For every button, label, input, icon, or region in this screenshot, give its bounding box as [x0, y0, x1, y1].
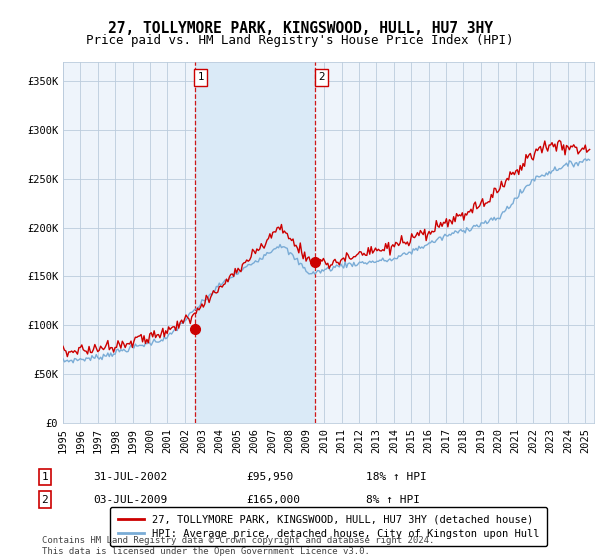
Text: 8% ↑ HPI: 8% ↑ HPI	[366, 494, 420, 505]
Text: 27, TOLLYMORE PARK, KINGSWOOD, HULL, HU7 3HY: 27, TOLLYMORE PARK, KINGSWOOD, HULL, HU7…	[107, 21, 493, 36]
Text: 03-JUL-2009: 03-JUL-2009	[93, 494, 167, 505]
Bar	[195, 62, 316, 423]
Text: Price paid vs. HM Land Registry's House Price Index (HPI): Price paid vs. HM Land Registry's House …	[86, 34, 514, 46]
Text: 2: 2	[318, 72, 325, 82]
Text: 1: 1	[197, 72, 204, 82]
Text: £95,950: £95,950	[246, 472, 293, 482]
Legend: 27, TOLLYMORE PARK, KINGSWOOD, HULL, HU7 3HY (detached house), HPI: Average pric: 27, TOLLYMORE PARK, KINGSWOOD, HULL, HU7…	[110, 507, 547, 546]
Text: £165,000: £165,000	[246, 494, 300, 505]
Text: Contains HM Land Registry data © Crown copyright and database right 2024.
This d: Contains HM Land Registry data © Crown c…	[42, 536, 434, 556]
Text: 2: 2	[41, 494, 49, 505]
Text: 18% ↑ HPI: 18% ↑ HPI	[366, 472, 427, 482]
Text: 1: 1	[41, 472, 49, 482]
Text: 31-JUL-2002: 31-JUL-2002	[93, 472, 167, 482]
